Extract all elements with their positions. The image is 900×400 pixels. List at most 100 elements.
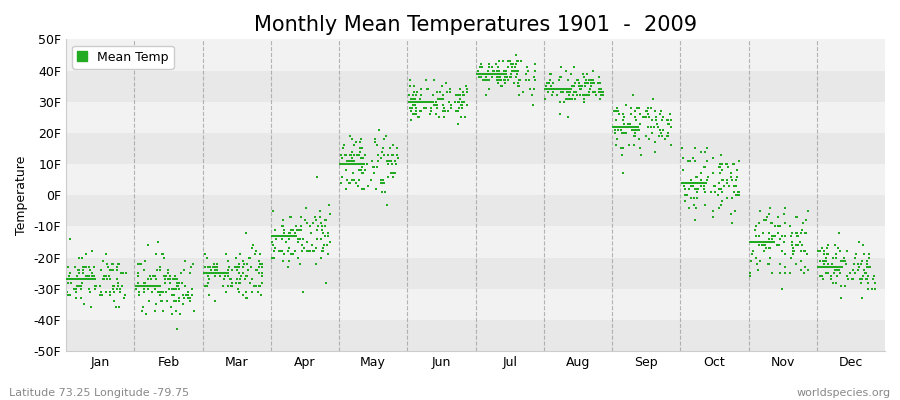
Point [505, 67, 519, 74]
Point [577, 92, 591, 99]
Point [355, 145, 369, 152]
Point [762, 245, 777, 252]
Point [688, 173, 703, 180]
Point [644, 130, 659, 136]
Point [78, 273, 93, 280]
Point [66, 276, 80, 283]
Point [307, 248, 321, 254]
Point [648, 139, 662, 146]
Point [687, 155, 701, 161]
Point [442, 98, 456, 105]
Point [544, 70, 558, 77]
Point [139, 282, 153, 289]
Point [826, 264, 841, 270]
Point [510, 83, 525, 89]
Point [627, 142, 642, 148]
Point [706, 170, 720, 177]
Point [842, 270, 857, 276]
Point [652, 111, 667, 117]
Point [230, 264, 245, 270]
Point [293, 226, 308, 233]
Point [356, 170, 370, 177]
Point [74, 276, 88, 283]
Point [608, 108, 622, 114]
Point [500, 77, 515, 83]
Point [525, 92, 539, 99]
Point [176, 292, 191, 298]
Point [687, 180, 701, 186]
Point [391, 155, 405, 161]
Point [623, 120, 637, 127]
Point [404, 108, 419, 114]
Point [377, 152, 392, 158]
Point [559, 95, 573, 102]
Point [491, 70, 505, 77]
Point [813, 258, 827, 264]
Point [449, 92, 464, 99]
Bar [66, 226, 885, 258]
Point [69, 286, 84, 292]
Point [799, 230, 814, 236]
Point [797, 248, 812, 254]
Point [255, 270, 269, 276]
Point [61, 276, 76, 283]
Point [496, 58, 510, 64]
Point [353, 167, 367, 174]
Point [720, 164, 734, 170]
Point [753, 258, 768, 264]
Point [830, 267, 844, 273]
Point [553, 74, 567, 80]
Point [615, 130, 629, 136]
Point [110, 267, 124, 273]
Point [454, 114, 468, 120]
Point [171, 298, 185, 304]
Point [233, 276, 248, 283]
Point [424, 108, 438, 114]
Point [294, 248, 309, 254]
Point [403, 83, 418, 89]
Point [542, 80, 556, 86]
Point [386, 170, 400, 177]
Point [211, 270, 225, 276]
Point [796, 220, 810, 226]
Point [412, 114, 427, 120]
Point [775, 248, 789, 254]
Point [492, 70, 507, 77]
Point [563, 70, 578, 77]
Point [229, 264, 243, 270]
Point [344, 158, 358, 164]
Point [727, 161, 742, 167]
Point [306, 220, 320, 226]
Point [382, 173, 396, 180]
Point [165, 310, 179, 317]
Point [651, 124, 665, 130]
Point [168, 308, 183, 314]
Point [560, 89, 574, 96]
Point [777, 239, 791, 245]
Point [291, 226, 305, 233]
Point [70, 273, 85, 280]
Point [165, 292, 179, 298]
Point [756, 242, 770, 248]
Point [309, 217, 323, 223]
Point [616, 117, 630, 124]
Point [725, 195, 740, 202]
Point [656, 126, 670, 133]
Point [211, 270, 225, 276]
Point [346, 161, 361, 167]
Point [846, 276, 860, 283]
Point [552, 86, 566, 92]
Point [381, 158, 395, 164]
Point [609, 124, 624, 130]
Point [405, 105, 419, 111]
Point [103, 276, 117, 283]
Point [184, 292, 199, 298]
Point [596, 89, 610, 96]
Point [384, 158, 399, 164]
Point [166, 292, 181, 298]
Point [676, 167, 690, 174]
Point [321, 230, 336, 236]
Point [660, 117, 674, 124]
Point [178, 258, 193, 264]
Point [716, 176, 731, 183]
